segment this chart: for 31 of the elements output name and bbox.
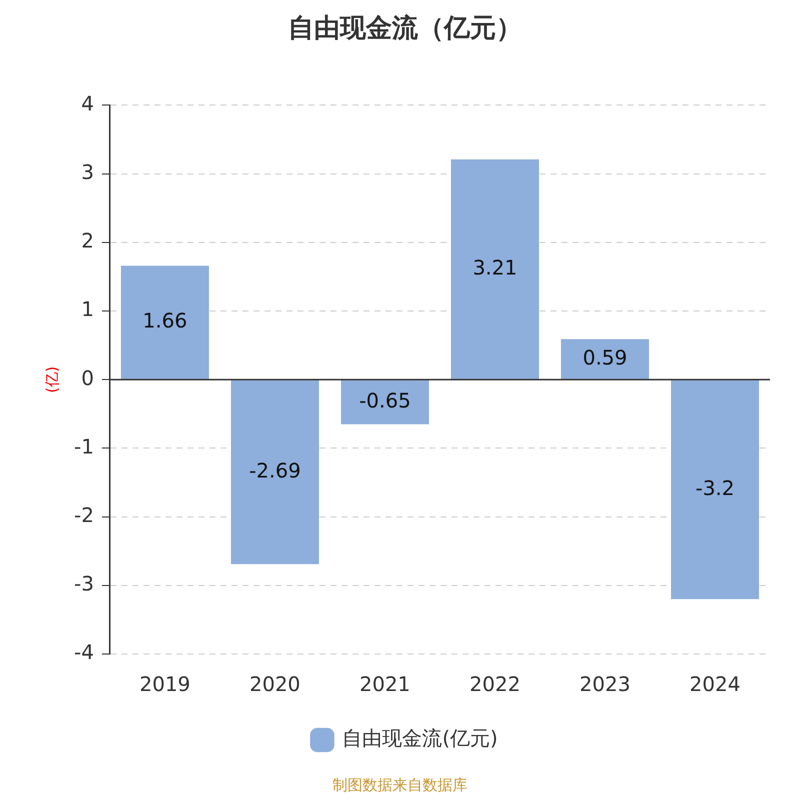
y-tick-label: 1 <box>81 297 94 322</box>
y-tick-label: -4 <box>74 640 94 664</box>
data-label: 3.21 <box>472 255 518 280</box>
bar <box>670 380 759 600</box>
x-tick-label: 2020 <box>250 672 300 696</box>
y-tick-label: 3 <box>81 160 94 184</box>
x-tick-label: 2024 <box>690 672 740 696</box>
y-tick-label: -1 <box>74 434 94 458</box>
text: 制图数据来自数据库 <box>332 776 468 795</box>
y-tick-label: 2 <box>81 228 94 253</box>
x-tick-label: 2023 <box>580 672 630 696</box>
x-tick-label: 2019 <box>139 672 190 696</box>
legend-label: 自由现金流(亿元) <box>342 726 498 750</box>
bar <box>450 159 539 380</box>
x-tick-label: 2021 <box>360 672 410 696</box>
y-tick-label: -3 <box>74 572 94 596</box>
y-axis-title: (亿) <box>42 366 61 393</box>
data-label: 0.59 <box>582 345 628 370</box>
data-label: -0.65 <box>359 388 411 412</box>
data-label: -3.2 <box>695 476 735 500</box>
bar <box>560 339 649 380</box>
data-label: 1.66 <box>142 308 188 333</box>
data-label: -2.69 <box>249 458 301 482</box>
y-tick-label: -2 <box>74 503 94 528</box>
y-tick-label: 4 <box>81 91 94 116</box>
y-tick-label: 0 <box>81 366 94 390</box>
x-tick-label: 2022 <box>470 672 520 696</box>
chart-title: 自由现金流（亿元） <box>288 13 522 44</box>
bar <box>340 380 429 424</box>
bar <box>230 380 319 564</box>
bar <box>120 266 209 380</box>
